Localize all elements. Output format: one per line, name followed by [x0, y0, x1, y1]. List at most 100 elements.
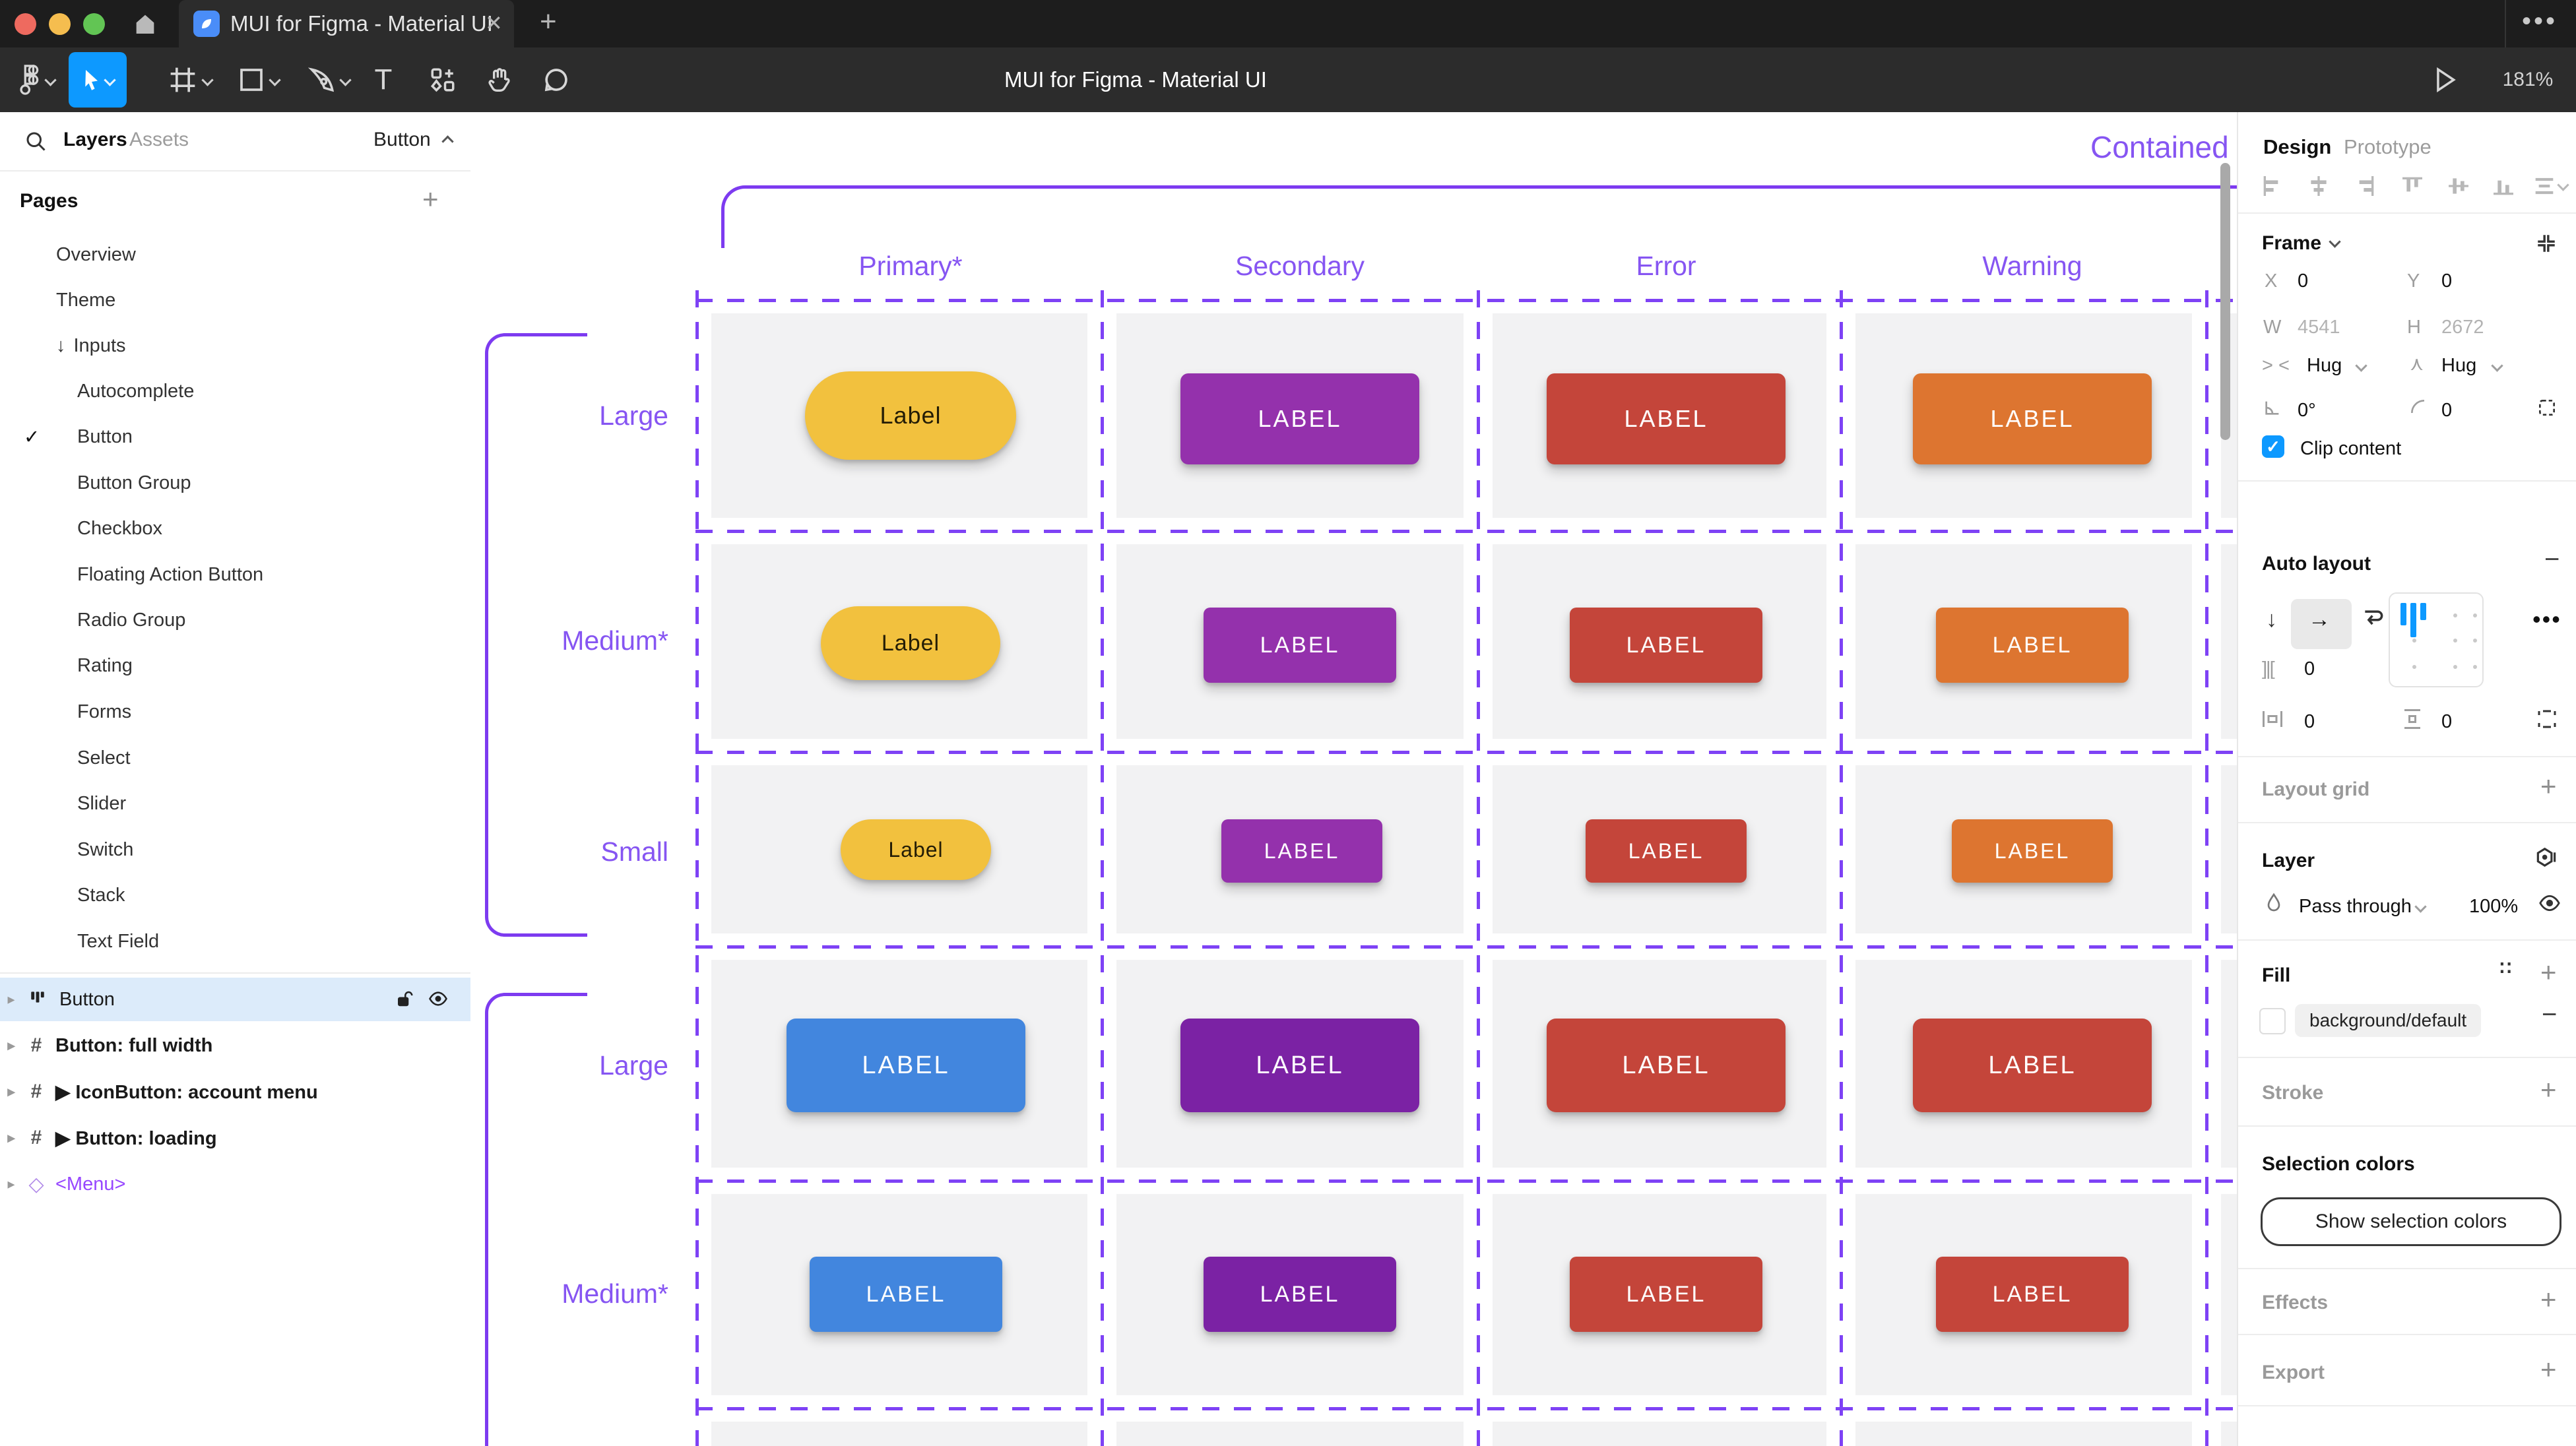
layer-visibility-eye-icon[interactable] [2538, 892, 2561, 918]
frame-title[interactable]: Contained [2090, 130, 2229, 164]
gap-value[interactable]: 0 [2304, 658, 2315, 679]
column-header-error[interactable]: Error [1636, 251, 1696, 281]
layer-row-button[interactable]: ▸ Button [0, 978, 470, 1021]
minimize-window-button[interactable] [49, 13, 71, 35]
frame-tool-button[interactable] [157, 47, 223, 112]
row-label-small[interactable]: Small [600, 836, 668, 867]
button-warning-medium[interactable]: LABEL [1936, 608, 2129, 683]
move-tool-button[interactable] [69, 52, 127, 108]
individual-padding-icon[interactable] [2535, 707, 2559, 734]
add-layout-grid-button[interactable]: + [2540, 770, 2557, 802]
w-field-value[interactable]: 4541 [2298, 317, 2340, 338]
fill-token-chip[interactable]: background/default [2295, 1004, 2482, 1037]
close-window-button[interactable] [15, 13, 36, 35]
auto-layout-section-header[interactable]: Auto layout [2262, 553, 2371, 575]
x-field-value[interactable]: 0 [2298, 270, 2309, 292]
h-field-value[interactable]: 2672 [2441, 317, 2484, 338]
sidebar-item-stack[interactable]: Stack [77, 884, 125, 906]
sidebar-item-radio-group[interactable]: Radio Group [77, 609, 186, 631]
tab-assets[interactable]: Assets [129, 129, 189, 150]
page-selector-dropdown[interactable]: Button [373, 129, 431, 150]
expand-chevron-icon[interactable]: ▸ [7, 1176, 15, 1192]
align-h-center-icon[interactable] [2305, 173, 2332, 203]
button-secondary-small[interactable]: LABEL [1221, 819, 1382, 883]
row-label-large-2[interactable]: Large [599, 1050, 668, 1081]
align-top-icon[interactable] [2399, 173, 2426, 203]
button-primary-small[interactable]: Label [841, 819, 991, 880]
sidebar-item-slider[interactable]: Slider [77, 792, 127, 814]
sidebar-item-theme[interactable]: Theme [56, 289, 116, 311]
corner-radius-value[interactable]: 0 [2441, 400, 2453, 421]
sidebar-item-button-group[interactable]: Button Group [77, 472, 191, 493]
sidebar-item-checkbox[interactable]: Checkbox [77, 517, 162, 539]
fill-styles-icon[interactable]: ∶∶ [2499, 958, 2514, 980]
align-v-center-icon[interactable] [2445, 173, 2472, 203]
direction-right-selected[interactable] [2291, 599, 2352, 649]
main-menu-button[interactable] [11, 47, 62, 112]
auto-layout-more-icon[interactable]: ••• [2532, 606, 2561, 633]
button-red2-medium[interactable]: LABEL [1936, 1257, 2129, 1332]
button-blue-medium[interactable]: LABEL [810, 1257, 1002, 1332]
fill-color-swatch[interactable] [2259, 1008, 2286, 1034]
distribute-icon[interactable] [2531, 173, 2558, 203]
tab-layers[interactable]: Layers [63, 129, 127, 150]
zoom-level-dropdown[interactable]: 181% [2502, 69, 2554, 90]
alignment-widget[interactable] [2389, 592, 2484, 687]
file-tab[interactable]: MUI for Figma - Material UI [179, 0, 514, 47]
add-page-button[interactable]: + [422, 183, 439, 214]
pen-tool-button[interactable] [296, 47, 362, 112]
design-canvas[interactable]: Contained Primary* Secondary Error Warni… [470, 112, 2238, 1446]
layer-row-button-full-width[interactable]: ▸ # Button: full width [0, 1024, 470, 1067]
unlock-icon[interactable] [395, 989, 414, 1014]
rotation-value[interactable]: 0° [2298, 400, 2316, 421]
sidebar-item-forms[interactable]: Forms [77, 701, 132, 722]
maximize-window-button[interactable] [83, 13, 105, 35]
layer-row-menu-component[interactable]: ▸ ◇ <Menu> [0, 1162, 470, 1206]
shrink-frame-icon[interactable] [2535, 232, 2558, 258]
button-warning-small[interactable]: LABEL [1952, 819, 2113, 883]
sidebar-item-inputs[interactable]: ↓ Inputs [0, 327, 470, 365]
column-header-primary[interactable]: Primary* [858, 251, 963, 281]
comment-tool-button[interactable] [533, 47, 579, 112]
expand-chevron-icon[interactable]: ▸ [7, 1037, 15, 1053]
document-title[interactable]: MUI for Figma - Material UI [1004, 67, 1267, 92]
align-left-icon[interactable] [2259, 173, 2286, 203]
button-purple-large[interactable]: LABEL [1180, 1019, 1419, 1112]
button-warning-large[interactable]: LABEL [1913, 373, 2152, 464]
home-icon[interactable] [112, 0, 178, 47]
add-effect-button[interactable]: + [2540, 1284, 2557, 1315]
add-stroke-button[interactable]: + [2540, 1074, 2557, 1105]
button-secondary-medium[interactable]: LABEL [1204, 608, 1396, 683]
align-bottom-icon[interactable] [2490, 173, 2517, 203]
button-purple-medium[interactable]: LABEL [1204, 1257, 1396, 1332]
align-right-icon[interactable] [2352, 173, 2378, 203]
hug-vertical-value[interactable]: Hug [2441, 355, 2477, 376]
button-red2-large[interactable]: LABEL [1913, 1019, 2152, 1112]
column-header-warning[interactable]: Warning [1982, 251, 2082, 281]
layer-row-iconbutton-account-menu[interactable]: ▸ # ▶ IconButton: account menu [0, 1070, 470, 1114]
sidebar-item-select[interactable]: Select [77, 747, 131, 769]
wrap-icon[interactable] [2361, 604, 2386, 633]
remove-auto-layout-button[interactable]: − [2544, 545, 2560, 574]
row-label-large[interactable]: Large [599, 400, 668, 431]
sidebar-item-fab[interactable]: Floating Action Button [77, 563, 264, 585]
expand-chevron-icon[interactable]: ▸ [7, 1083, 15, 1100]
add-export-button[interactable]: + [2540, 1354, 2557, 1385]
opacity-value[interactable]: 100% [2469, 896, 2519, 917]
resources-tool-button[interactable] [420, 47, 466, 112]
independent-corners-icon[interactable] [2536, 397, 2558, 422]
add-fill-button[interactable]: + [2540, 957, 2557, 988]
button-error-medium[interactable]: LABEL [1570, 608, 1762, 683]
button-error-large[interactable]: LABEL [1547, 373, 1786, 464]
hand-tool-button[interactable] [476, 47, 523, 112]
y-field-value[interactable]: 0 [2441, 270, 2453, 292]
present-button[interactable] [2426, 47, 2465, 112]
sidebar-item-autocomplete[interactable]: Autocomplete [77, 380, 195, 402]
button-red-large[interactable]: LABEL [1547, 1019, 1786, 1112]
new-tab-button[interactable]: + [540, 5, 557, 38]
button-blue-large[interactable]: LABEL [787, 1019, 1025, 1112]
blend-mode-icon[interactable] [2534, 846, 2559, 874]
search-icon[interactable] [24, 129, 48, 156]
column-header-secondary[interactable]: Secondary [1235, 251, 1365, 281]
blend-mode-value[interactable]: Pass through [2299, 896, 2412, 917]
